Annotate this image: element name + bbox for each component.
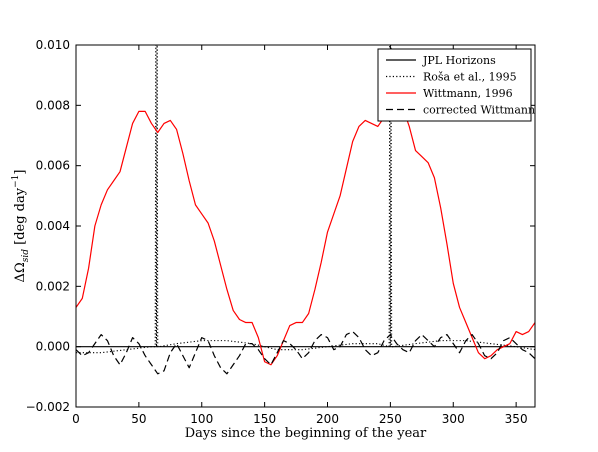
y-label-main: ΔΩ — [13, 262, 28, 282]
y-label-unit: [deg day — [13, 187, 28, 249]
legend-label-2: Roša et al., 1995 — [423, 71, 517, 84]
y-label-close: ] — [13, 170, 28, 175]
y-tick-label: 0.002 — [36, 279, 70, 293]
y-label-sub: sid — [21, 249, 31, 262]
x-axis-label: Days since the beginning of the year — [185, 426, 427, 441]
legend-label-3: Wittmann, 1996 — [423, 87, 513, 100]
y-label-sup: −1 — [11, 175, 21, 188]
y-tick-label: 0.006 — [36, 159, 70, 173]
labels-layer: Days since the beginning of the year ΔΩs… — [11, 170, 427, 441]
y-tick-label: 0.010 — [36, 38, 70, 52]
legend-label-1: JPL Horizons — [422, 54, 496, 67]
y-tick-label: −0.002 — [26, 400, 70, 414]
x-tick-label: 150 — [253, 412, 276, 426]
x-tick-label: 250 — [379, 412, 402, 426]
y-tick-label: 0.000 — [36, 340, 70, 354]
series-line-2 — [76, 45, 535, 354]
series-line-4 — [76, 330, 535, 375]
x-tick-label: 0 — [72, 412, 80, 426]
y-axis-label: ΔΩsid [deg day−1] — [11, 170, 31, 283]
series-line-3 — [76, 107, 535, 366]
legend: JPL Horizons Roša et al., 1995 Wittmann, 1… — [377, 48, 535, 122]
legend-label-4: corrected Wittmann — [423, 104, 535, 117]
y-tick-label: 0.008 — [36, 98, 70, 112]
x-tick-label: 350 — [505, 412, 528, 426]
y-tick-label: 0.004 — [36, 219, 70, 233]
series-layer — [76, 45, 535, 375]
x-tick-label: 50 — [131, 412, 146, 426]
x-tick-label: 300 — [442, 412, 465, 426]
x-tick-label: 200 — [316, 412, 339, 426]
ticks-layer: 0 50 100 150 200 250 300 350 −0.002 0.000 0.002 0.0… — [26, 38, 535, 426]
x-tick-label: 100 — [190, 412, 213, 426]
